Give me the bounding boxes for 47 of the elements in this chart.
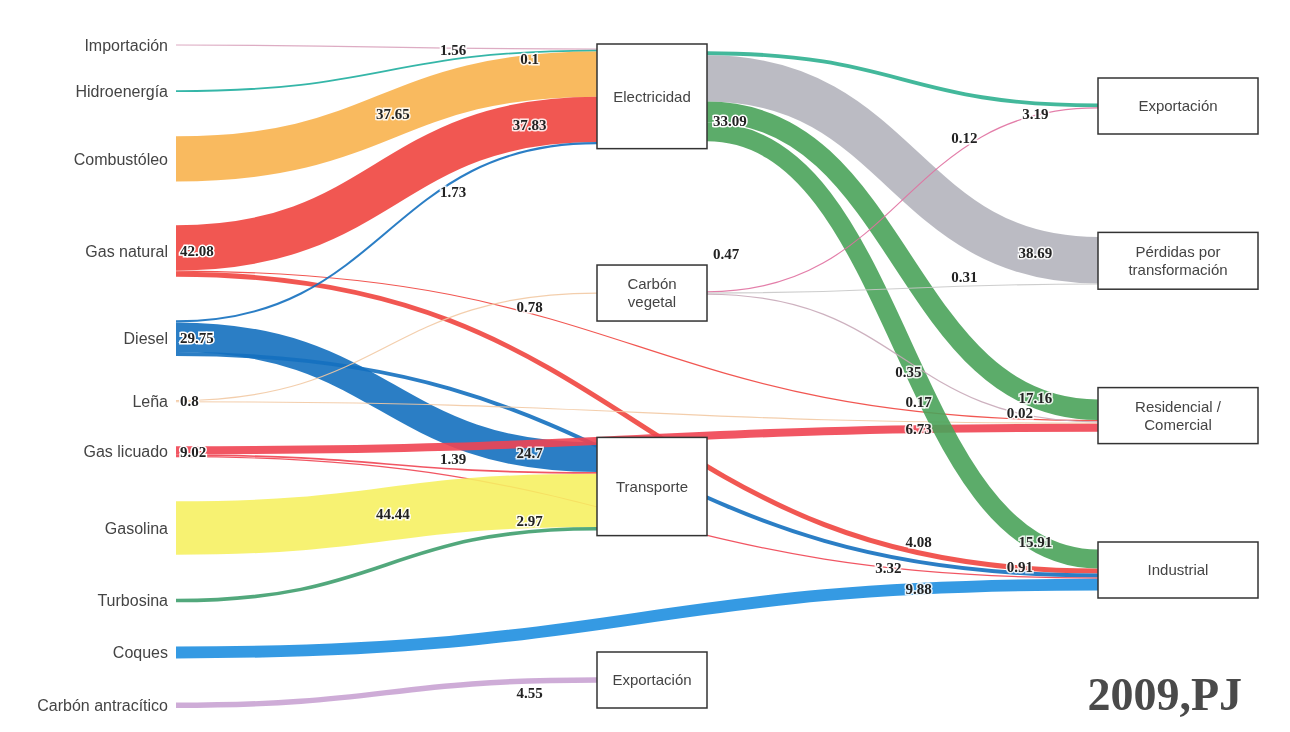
data-label: 29.75 bbox=[180, 330, 214, 347]
text: 33.09 bbox=[713, 112, 747, 129]
category-label: Leña bbox=[132, 392, 169, 410]
data-label: 2.97 bbox=[516, 513, 544, 530]
category-label: Carbón antracítico bbox=[37, 696, 169, 714]
data-label: 0.17 bbox=[905, 394, 933, 411]
data-label: 9.02 bbox=[180, 443, 207, 460]
data-label: 0.47 bbox=[713, 246, 740, 263]
data-label: 38.69 bbox=[1018, 245, 1053, 262]
category-label: Industrial bbox=[1147, 561, 1209, 579]
category-label: Diesel bbox=[123, 329, 168, 347]
data-label: 0.78 bbox=[516, 299, 543, 316]
data-label: 37.65 bbox=[375, 106, 410, 123]
category-label: Transporte bbox=[616, 477, 688, 495]
category-label: Electricidad bbox=[613, 87, 691, 105]
category-label: Combustóleo bbox=[73, 150, 169, 168]
category-label: Gasolina bbox=[104, 519, 169, 537]
category-label: Exportación bbox=[1138, 97, 1218, 115]
data-label: 42.08 bbox=[180, 243, 214, 260]
data-label: 15.91 bbox=[1018, 534, 1053, 551]
category-label: Gas natural bbox=[85, 242, 168, 260]
data-label: 37.83 bbox=[512, 116, 547, 133]
data-label: 0.12 bbox=[951, 130, 978, 147]
category-label: Gas licuado bbox=[83, 443, 169, 461]
category-label: Exportación bbox=[612, 671, 692, 689]
category-label: Coques bbox=[112, 644, 168, 662]
category-label: Turbosina bbox=[97, 592, 169, 610]
category-label: Carbón vegetal bbox=[627, 275, 677, 311]
data-label: 1.39 bbox=[439, 451, 467, 468]
category-label: Pérdidas por transformación bbox=[1128, 243, 1228, 279]
data-label: 3.19 bbox=[1022, 106, 1049, 123]
data-label: 1.56 bbox=[439, 41, 467, 58]
data-label: 0.02 bbox=[1006, 405, 1033, 422]
data-label: 9.88 bbox=[905, 580, 932, 597]
category-label: Hidroenergía bbox=[75, 82, 169, 100]
data-label: 4.55 bbox=[516, 684, 543, 701]
category-label: Importación bbox=[84, 36, 168, 54]
data-label: 44.44 bbox=[375, 505, 411, 522]
data-label: 0.31 bbox=[951, 268, 978, 285]
data-label: 24.7 bbox=[516, 444, 544, 461]
data-label: 0.1 bbox=[520, 50, 539, 67]
data-label: 4.08 bbox=[905, 533, 932, 550]
text: 2009,PJ bbox=[1087, 669, 1242, 720]
category-label: Residencial / Comercial bbox=[1135, 397, 1222, 433]
data-label: 17.16 bbox=[1018, 390, 1053, 407]
data-label: 0.8 bbox=[180, 393, 199, 410]
data-label: 1.73 bbox=[439, 183, 467, 200]
